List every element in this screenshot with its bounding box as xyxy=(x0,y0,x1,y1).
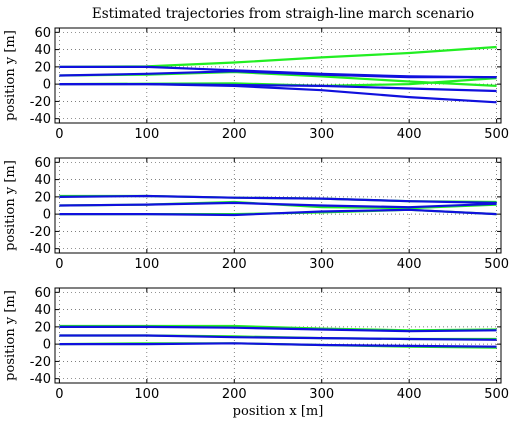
series-group xyxy=(59,45,497,104)
x-tick-label: 500 xyxy=(484,257,509,272)
x-tick-label: 300 xyxy=(309,127,334,142)
subplot-2: 0 100 200 300 400 500 -40 -20 0 20 40 60 position y … xyxy=(3,156,509,272)
x-tick-label: 400 xyxy=(397,257,422,272)
axes-frame xyxy=(54,287,502,384)
series-line-4 xyxy=(59,194,497,204)
series-line-1 xyxy=(59,45,497,68)
y-tick-label: 60 xyxy=(34,26,51,41)
y-tick-label: 40 xyxy=(34,303,51,318)
subplot-1: 0 100 200 300 400 500 -40 -20 0 20 40 60 position y … xyxy=(3,26,509,142)
x-tick-label: 200 xyxy=(222,387,247,402)
x-axis-label: position x [m] xyxy=(233,404,324,419)
y-tick-label: 40 xyxy=(34,43,51,58)
y-tick-label: 20 xyxy=(34,60,51,75)
y-tick-label: 20 xyxy=(34,320,51,335)
series-group xyxy=(59,194,497,217)
axes-frame xyxy=(54,157,502,254)
y-tick-label: 60 xyxy=(34,286,51,301)
y-axis-label: position y [m] xyxy=(3,160,18,251)
series-line-6 xyxy=(59,82,497,104)
y-tick-label: -40 xyxy=(30,372,51,387)
y-tick-label: -40 xyxy=(30,112,51,127)
y-axis-label: position y [m] xyxy=(3,290,18,381)
x-tick-label: 200 xyxy=(222,127,247,142)
series-line-6 xyxy=(59,342,497,348)
x-tick-label: 400 xyxy=(397,387,422,402)
y-tick-label: -40 xyxy=(30,242,51,257)
y-tick-label: 40 xyxy=(34,173,51,188)
series-line-5 xyxy=(59,70,497,79)
x-tick-label: 300 xyxy=(309,257,334,272)
x-tick-label: 500 xyxy=(484,387,509,402)
series-line-5 xyxy=(59,201,497,209)
x-tick-label: 100 xyxy=(134,257,159,272)
y-axis-label: position y [m] xyxy=(3,30,18,121)
x-tick-label: 300 xyxy=(309,387,334,402)
series-line-5 xyxy=(59,334,497,341)
series-line-7 xyxy=(59,82,497,93)
y-tick-label: -20 xyxy=(30,355,51,370)
y-tick-label: 0 xyxy=(43,208,51,223)
x-tick-label: 200 xyxy=(222,257,247,272)
y-tick-label: 20 xyxy=(34,190,51,205)
x-tick-label: 500 xyxy=(484,127,509,142)
x-tick-label: 0 xyxy=(55,127,63,142)
x-tick-label: 400 xyxy=(397,127,422,142)
axes-frame xyxy=(54,27,502,124)
series-group xyxy=(59,324,497,349)
x-tick-label: 0 xyxy=(55,387,63,402)
y-tick-label: 60 xyxy=(34,156,51,171)
subplot-3: 0 100 200 300 400 500 -40 -20 0 20 40 60 position y … xyxy=(3,286,509,419)
series-line-6 xyxy=(59,208,497,217)
y-tick-label: -20 xyxy=(30,225,51,240)
series-line-4 xyxy=(59,325,497,333)
y-tick-label: 0 xyxy=(43,78,51,93)
y-tick-label: 0 xyxy=(43,338,51,353)
x-tick-label: 100 xyxy=(134,127,159,142)
figure-title: Estimated trajectories from straigh-line… xyxy=(92,6,474,22)
x-tick-label: 0 xyxy=(55,257,63,272)
y-tick-label: -20 xyxy=(30,95,51,110)
x-tick-label: 100 xyxy=(134,387,159,402)
